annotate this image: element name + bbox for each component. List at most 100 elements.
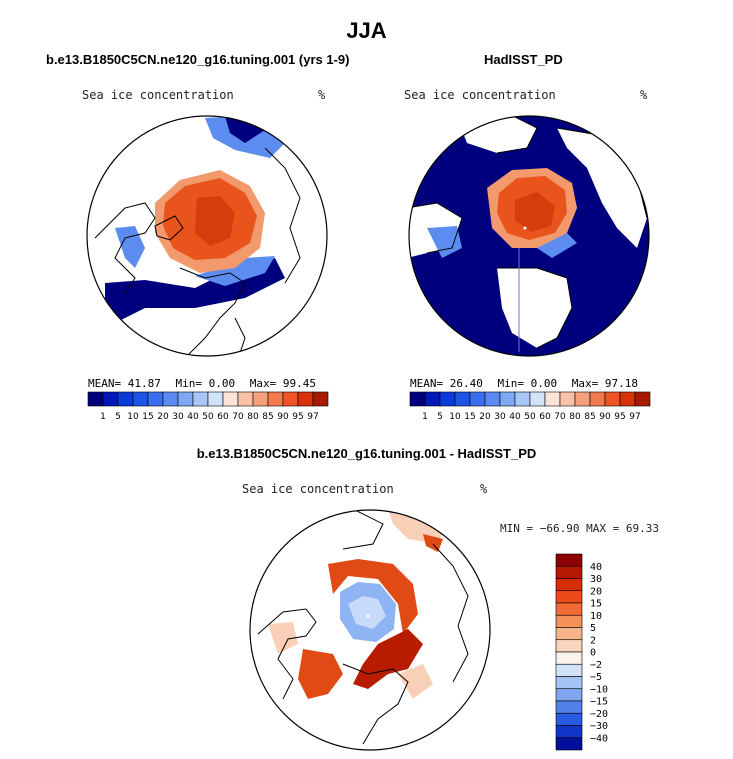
- panel-3-colorbar-tick-label: −40: [590, 733, 608, 744]
- panel-3-colorbar-tick-label: 30: [590, 574, 602, 585]
- panel-2-colorbar-swatch: [424, 391, 441, 407]
- panel-1-stats: MEAN= 41.87 Min= 0.00 Max= 99.45: [88, 377, 316, 390]
- panel-3-min-max: MIN = −66.90 MAX = 69.33: [500, 522, 659, 535]
- panel-3-colorbar-swatch: [555, 627, 583, 641]
- panel-2-colorbar-swatch: [454, 391, 471, 407]
- panel-3-variable-label: Sea ice concentration: [242, 482, 394, 496]
- panel-3-colorbar-swatch: [555, 590, 583, 604]
- panel-1-max-label: Max=: [249, 377, 277, 390]
- panel-3-coast-scandinavia: [342, 663, 409, 745]
- panel-1-colorbar-tick-label: 5: [115, 412, 121, 422]
- panel-2-mean-label: MEAN=: [410, 377, 444, 390]
- panel-2-colorbar-tick-label: 85: [584, 412, 595, 422]
- panel-3-colorbar-tick-label: 10: [590, 611, 602, 622]
- panel-1-coast-siberia: [264, 147, 301, 284]
- panel-1-coast-islands: [154, 215, 184, 241]
- panel-2-colorbar-tick-label: 10: [449, 412, 461, 422]
- panel-3-map: [249, 509, 491, 751]
- panel-2-title: HadISST_PD: [484, 52, 563, 67]
- panel-2-colorbar-swatch: [589, 391, 606, 407]
- panel-2-colorbar-swatch: [559, 391, 576, 407]
- panel-1-colorbar-swatch: [312, 391, 329, 407]
- panel-3-colorbar-swatch: [555, 602, 583, 616]
- panel-2-min-value: 0.00: [530, 377, 558, 390]
- panel-2-colorbar-swatch: [634, 391, 651, 407]
- panel-1-title: b.e13.B1850C5CN.ne120_g16.tuning.001 (yr…: [46, 52, 350, 67]
- panel-1-colorbar-tick-label: 10: [127, 412, 139, 422]
- panel-2-colorbar-tick-label: 20: [479, 412, 491, 422]
- panel-2-colorbar-swatch: [604, 391, 621, 407]
- panel-1-map: [86, 115, 328, 357]
- panel-1-units: %: [318, 88, 326, 102]
- panel-2-units: %: [640, 88, 648, 102]
- panel-3-colorbar-tick-label: −10: [590, 684, 608, 695]
- panel-1-coast-canada: [94, 202, 156, 294]
- panel-1-arctic-core: [195, 196, 235, 246]
- panel-1-variable-label: Sea ice concentration: [82, 88, 234, 102]
- panel-1-colorbar-tick-label: 85: [262, 412, 273, 422]
- panel-1-colorbar-tick-label: 40: [187, 412, 199, 422]
- panel-2-colorbar-swatch: [439, 391, 456, 407]
- panel-3-hudson-light: [268, 622, 298, 654]
- panel-3-central-neg-light: [348, 596, 386, 629]
- panel-2-colorbar-swatch: [529, 391, 546, 407]
- panel-1-colorbar-swatch: [177, 391, 194, 407]
- panel-1-colorbar-tick-label: 60: [217, 412, 229, 422]
- panel-2-map-boundary: [408, 115, 650, 357]
- panel-3-colorbar-swatch: [555, 688, 583, 702]
- panel-2-colorbar-tick-label: 80: [569, 412, 581, 422]
- panel-1-hudson-ice: [115, 226, 145, 268]
- panel-1-colorbar-swatch: [252, 391, 269, 407]
- panel-3-coast-siberia: [432, 543, 469, 683]
- panel-1-coast-europe: [234, 317, 246, 354]
- panel-3-colorbar-tick-label: −2: [590, 660, 602, 671]
- figure-title: JJA: [346, 18, 387, 43]
- panel-2-colorbar-swatch: [574, 391, 591, 407]
- panel-2-colorbar-tick-label: 1: [422, 412, 428, 422]
- panel-1-colorbar-tick-label: 50: [202, 412, 214, 422]
- panel-1-colorbar: 1 5 10 15 20 30 40 50 60 70 80 85 90 95 97: [87, 391, 329, 422]
- panel-2-colorbar: 1 5 10 15 20 30 40 50 60 70 80 85 90 95 97: [409, 391, 651, 422]
- panel-3-colorbar-swatch: [555, 663, 583, 677]
- panel-3-greenland-pos: [298, 649, 343, 699]
- panel-2-stats: MEAN= 26.40 Min= 0.00 Max= 97.18: [410, 377, 638, 390]
- panel-1-colorbar-swatch: [147, 391, 164, 407]
- panel-1-colorbar-tick-label: 90: [277, 412, 289, 422]
- panel-3-colorbar-tick-label: 0: [590, 648, 596, 659]
- panel-3-colorbar-tick-label: 15: [590, 599, 602, 610]
- panel-3-colorbar-tick-label: −15: [590, 697, 608, 708]
- panel-1-colorbar-tick-label: 30: [172, 412, 184, 422]
- panel-3-colorbar-tick-label: 20: [590, 586, 602, 597]
- panel-3-colorbar-swatch: [555, 651, 583, 665]
- panel-2-colorbar-swatch: [469, 391, 486, 407]
- panel-2-hudson-low: [427, 226, 462, 258]
- panel-3-colorbar-tick-label: −20: [590, 709, 608, 720]
- panel-3-arctic-rim-pos: [328, 559, 418, 634]
- panel-3-coast-canada: [257, 608, 317, 700]
- panel-3-colorbar-swatch: [555, 737, 583, 751]
- panel-3-map-boundary: [249, 509, 491, 751]
- panel-3-colorbar-tick-label: 40: [590, 562, 602, 573]
- panel-2-coast-canada: [409, 202, 463, 254]
- panel-1-colorbar-tick-label: 20: [157, 412, 169, 422]
- panel-2-min-label: Min=: [497, 377, 525, 390]
- panel-2-colorbar-tick-label: 15: [464, 412, 475, 422]
- panel-2-max-value: 97.18: [604, 377, 638, 390]
- panel-1-colorbar-swatch: [192, 391, 209, 407]
- panel-2-land-scandinavia: [497, 268, 572, 348]
- panel-1-colorbar-tick-label: 15: [142, 412, 153, 422]
- panel-2-variable-label: Sea ice concentration: [404, 88, 556, 102]
- panel-3-colorbar-swatch: [555, 565, 583, 579]
- panel-2-pole-marker: [523, 226, 527, 230]
- panel-2-coast-alaska: [456, 116, 538, 154]
- panel-1-max-value: 99.45: [282, 377, 316, 390]
- panel-2-colorbar-tick-label: 97: [629, 412, 640, 422]
- panel-1-colorbar-tick-label: 80: [247, 412, 259, 422]
- panel-3-colorbar-tick-label: 2: [590, 635, 596, 646]
- panel-1-mean-value: 41.87: [127, 377, 161, 390]
- panel-2-colorbar-tick-label: 95: [614, 412, 625, 422]
- panel-2-colorbar-tick-label: 30: [494, 412, 506, 422]
- panel-1-colorbar-swatch: [282, 391, 299, 407]
- panel-1-min-label: Min=: [175, 377, 203, 390]
